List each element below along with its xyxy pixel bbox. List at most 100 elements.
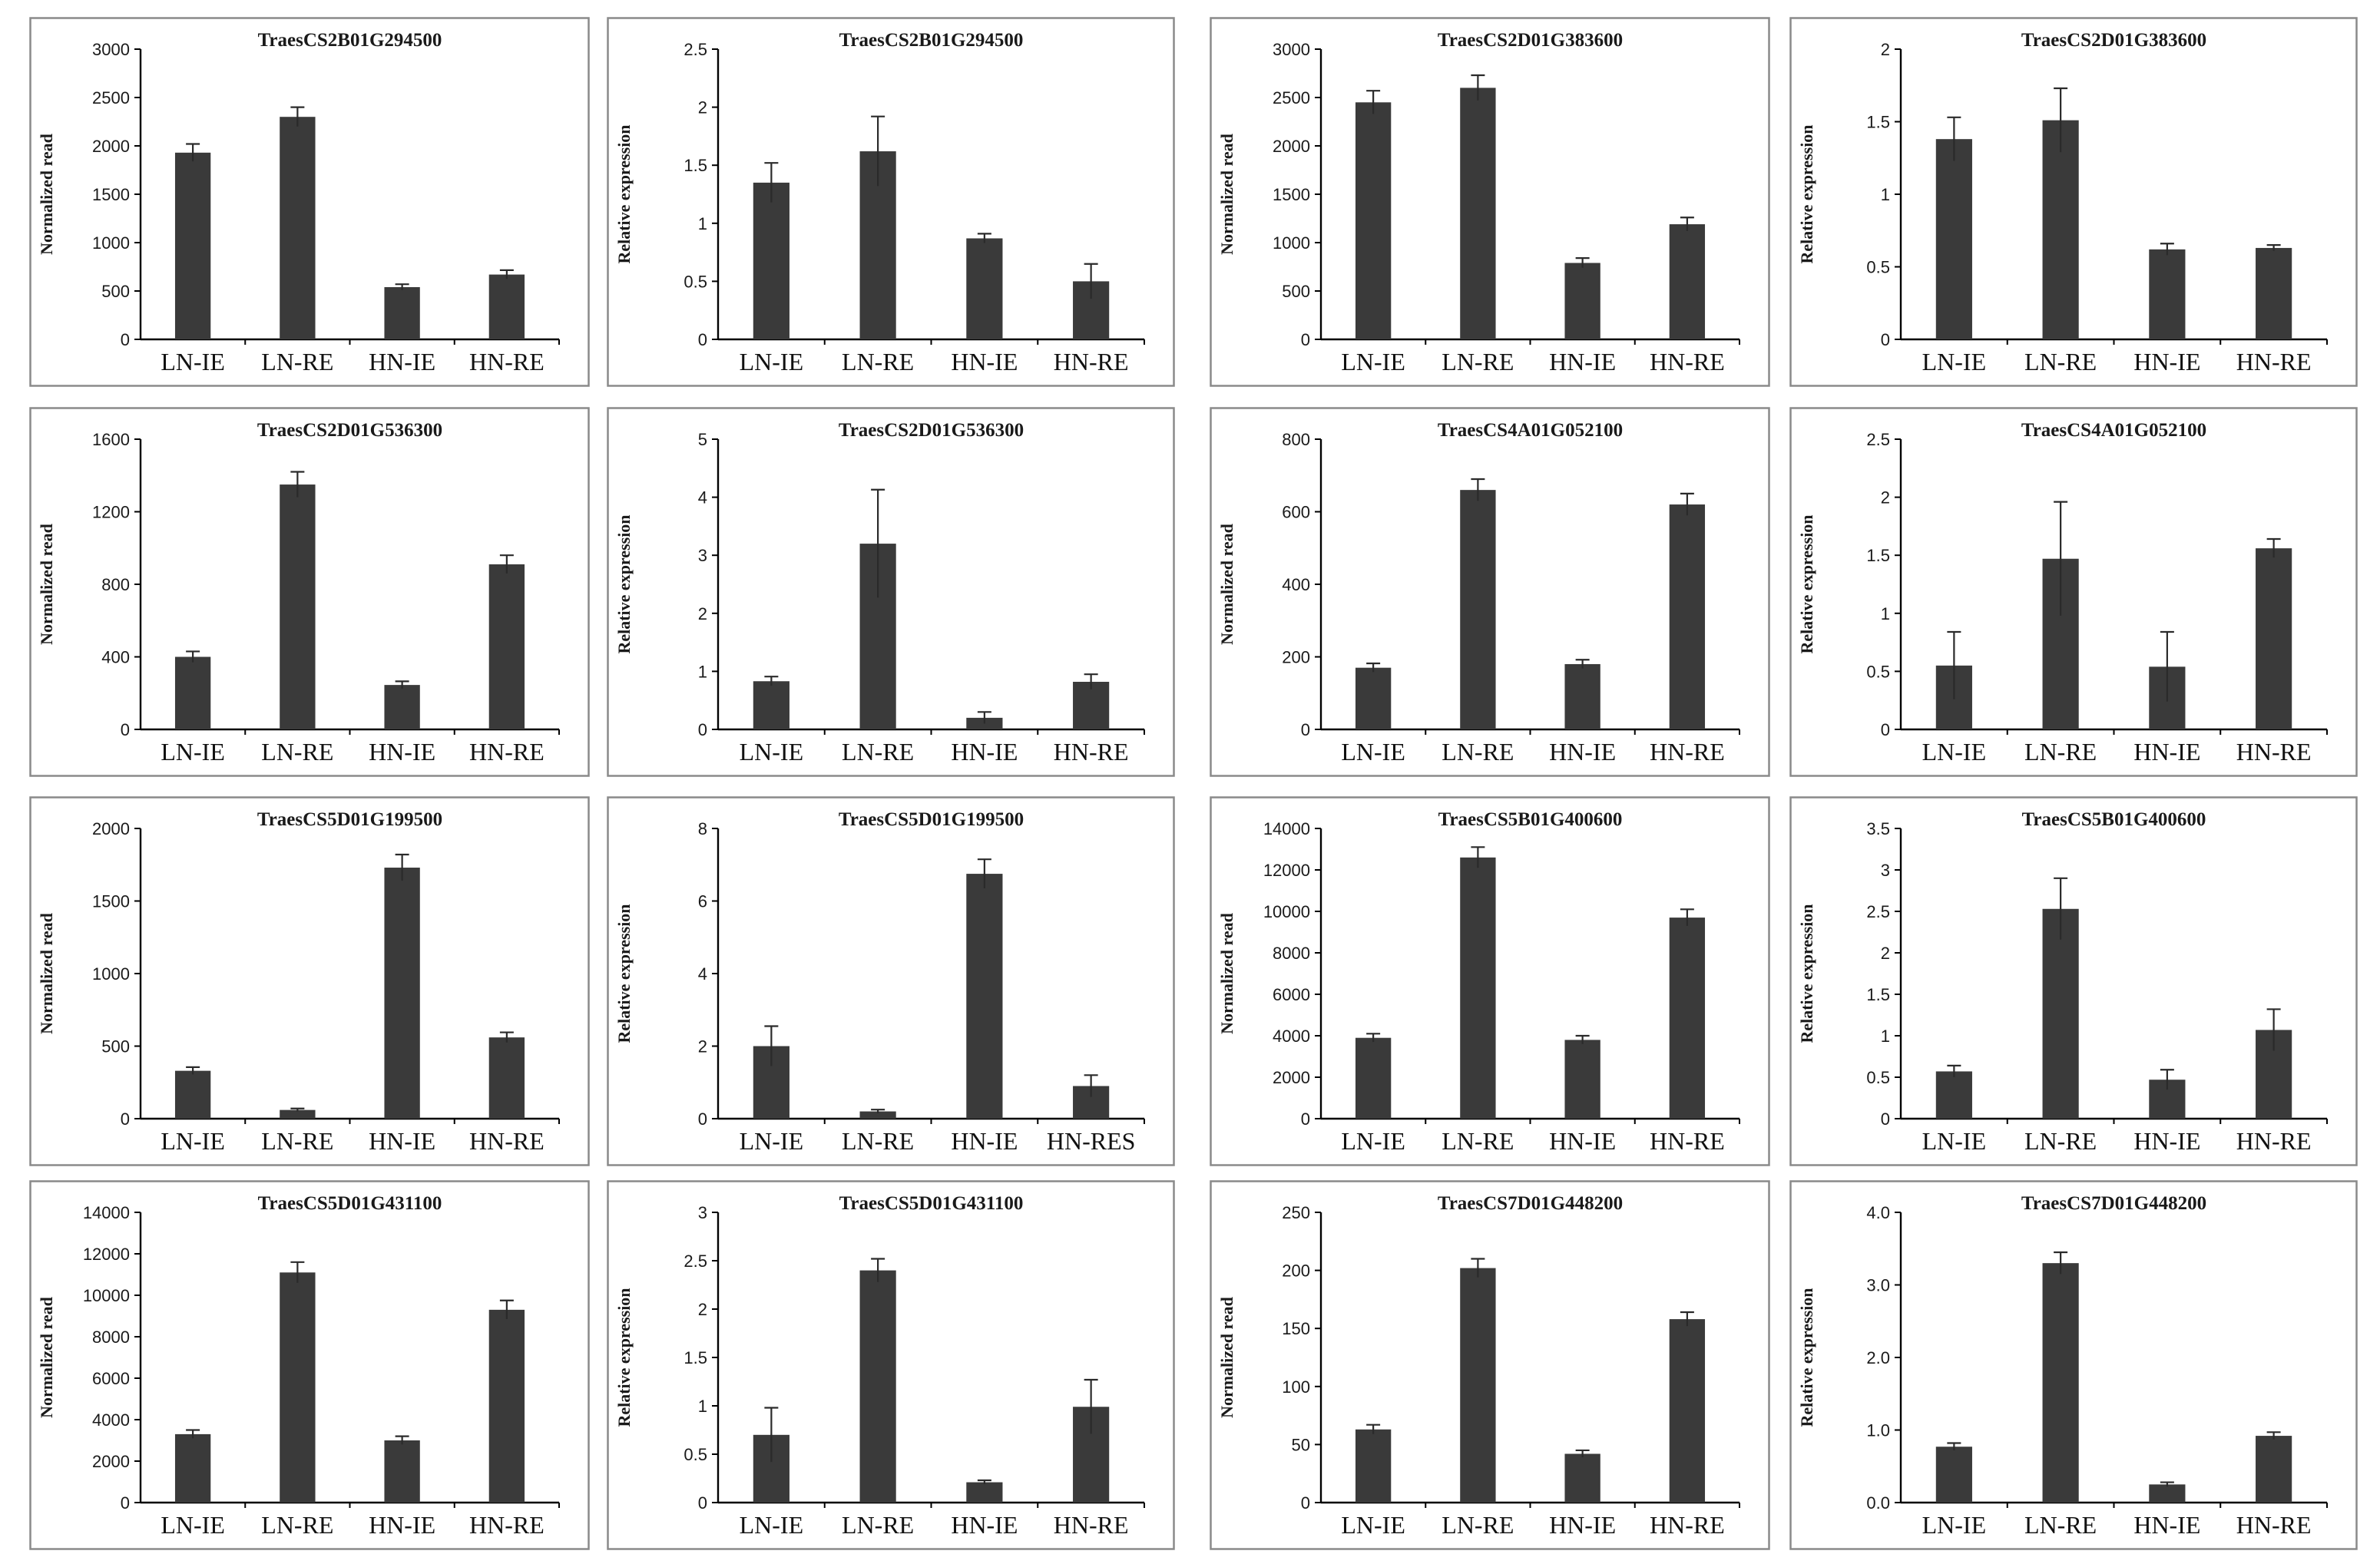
y-tick-label: 4: [698, 964, 707, 984]
y-tick-label: 2500: [1273, 88, 1310, 107]
y-tick-label: 250: [1282, 1203, 1310, 1222]
y-tick-label: 1500: [92, 185, 130, 204]
x-tick-label: HN-IE: [951, 348, 1018, 375]
y-tick-label: 0: [121, 720, 130, 739]
x-tick-label: LN-RE: [2024, 738, 2097, 765]
y-tick-label: 2.5: [1866, 902, 1890, 921]
x-tick-label: LN-IE: [1922, 1511, 1987, 1539]
y-tick-label: 1.5: [1866, 985, 1890, 1004]
x-tick-label: LN-RE: [1442, 1127, 1514, 1155]
x-tick-label: HN-IE: [369, 1511, 435, 1539]
x-tick-label: HN-RE: [469, 738, 545, 765]
y-axis-label: Normalized read: [1217, 913, 1236, 1034]
y-tick-label: 600: [1282, 503, 1310, 522]
x-tick-label: LN-IE: [1341, 1127, 1405, 1155]
x-tick-label: HN-IE: [951, 1127, 1018, 1155]
y-tick-label: 0: [1301, 1493, 1310, 1513]
y-axis-label: Relative expression: [1797, 124, 1816, 263]
bar: [859, 1270, 896, 1503]
x-tick-label: LN-RE: [2024, 1511, 2097, 1539]
x-tick-label: HN-IE: [2133, 1127, 2200, 1155]
x-tick-label: LN-RE: [261, 348, 333, 375]
y-tick-label: 1: [698, 214, 707, 233]
x-tick-label: LN-IE: [1341, 348, 1405, 375]
y-tick-label: 3.5: [1866, 819, 1890, 838]
y-tick-label: 8000: [1273, 944, 1310, 963]
bar: [280, 484, 316, 729]
y-tick-label: 1000: [92, 964, 130, 984]
y-tick-label: 4000: [1273, 1027, 1310, 1046]
y-axis-label: Relative expression: [1797, 1288, 1816, 1427]
chart-panel-14: TraesCS7D01G448200 Normalized read 0 50 100 1…: [1210, 1180, 1770, 1550]
x-tick-label: LN-RE: [261, 738, 333, 765]
y-tick-label: 6: [698, 892, 707, 911]
x-tick-label: LN-IE: [1341, 1511, 1405, 1539]
bar: [2042, 120, 2079, 340]
x-tick-label: LN-IE: [161, 348, 225, 375]
y-tick-label: 1.5: [1866, 113, 1890, 132]
x-tick-label: HN-RE: [1650, 1127, 1725, 1155]
y-tick-label: 150: [1282, 1319, 1310, 1338]
y-tick-label: 3: [698, 546, 707, 565]
bar: [174, 656, 211, 729]
y-tick-label: 0: [121, 330, 130, 349]
x-tick-label: HN-IE: [2133, 348, 2200, 375]
chart-panel-4: TraesCS2D01G536300 Normalized read 0 400 800…: [29, 407, 590, 777]
y-tick-label: 0: [121, 1493, 130, 1513]
y-tick-label: 2: [1881, 488, 1890, 508]
x-tick-label: LN-RE: [261, 1127, 333, 1155]
chart-panel-6: TraesCS4A01G052100 Normalized read 0 200 400…: [1210, 407, 1770, 777]
bar: [1564, 263, 1600, 339]
x-tick-label: HN-RE: [1650, 738, 1725, 765]
bar: [2256, 247, 2292, 339]
y-tick-label: 1: [698, 1397, 707, 1416]
x-tick-label: HN-IE: [1549, 738, 1616, 765]
chart-title: TraesCS7D01G448200: [1438, 1193, 1623, 1214]
y-tick-label: 0: [1881, 720, 1890, 739]
bar: [1564, 1453, 1600, 1503]
y-tick-label: 1: [1881, 185, 1890, 204]
y-tick-label: 1.5: [684, 1348, 707, 1367]
bar: [1564, 1040, 1600, 1119]
y-tick-label: 8: [698, 819, 707, 838]
y-tick-label: 400: [101, 648, 130, 667]
chart-title: TraesCS5D01G431100: [839, 1193, 1024, 1214]
y-tick-label: 1500: [1273, 185, 1310, 204]
y-axis-label: Relative expression: [614, 1288, 634, 1427]
bar: [174, 152, 211, 339]
chart-panel-10: TraesCS5B01G400600 Normalized read 0 2000 40…: [1210, 796, 1770, 1166]
x-tick-label: HN-RE: [1650, 348, 1725, 375]
chart-panel-13: TraesCS5D01G431100 Relative expression 0 0.…: [607, 1180, 1175, 1550]
bar: [1935, 1447, 1972, 1503]
bar: [1564, 663, 1600, 729]
y-tick-label: 12000: [1263, 861, 1310, 880]
bar: [2256, 548, 2292, 729]
y-tick-label: 2: [1881, 944, 1890, 963]
x-tick-label: LN-RE: [2024, 1127, 2097, 1155]
bar: [1669, 224, 1706, 339]
x-tick-label: LN-IE: [1341, 738, 1405, 765]
y-tick-label: 0: [121, 1109, 130, 1129]
y-tick-label: 2: [698, 604, 707, 623]
y-tick-label: 0.5: [1866, 662, 1890, 681]
x-tick-label: LN-RE: [842, 1511, 914, 1539]
y-tick-label: 500: [101, 282, 130, 301]
x-tick-label: HN-RE: [469, 1511, 545, 1539]
x-tick-label: HN-RE: [469, 1127, 545, 1155]
x-tick-label: LN-IE: [1922, 348, 1987, 375]
x-tick-label: HN-RES: [1047, 1127, 1136, 1155]
bar: [174, 1433, 211, 1503]
y-tick-label: 4.0: [1866, 1203, 1890, 1222]
bar: [488, 274, 525, 339]
chart-title: TraesCS7D01G448200: [2021, 1193, 2206, 1214]
y-tick-label: 4000: [92, 1410, 130, 1430]
y-tick-label: 14000: [1263, 819, 1310, 838]
x-tick-label: LN-IE: [161, 1127, 225, 1155]
bar: [966, 238, 1003, 339]
y-tick-label: 5: [698, 430, 707, 449]
x-tick-label: HN-IE: [951, 1511, 1018, 1539]
x-tick-label: HN-IE: [2133, 738, 2200, 765]
chart-title: TraesCS2B01G294500: [258, 30, 442, 51]
bar: [384, 286, 420, 339]
y-tick-label: 1: [698, 662, 707, 681]
